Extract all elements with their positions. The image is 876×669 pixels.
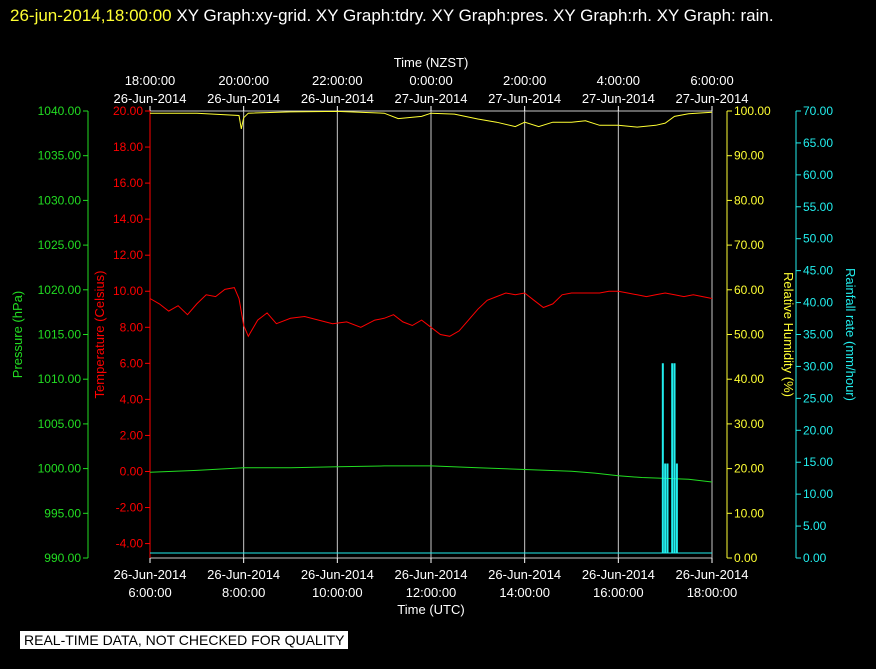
temperature-tick-label: 16.00 xyxy=(113,176,143,190)
x-bottom-tick-date: 26-Jun-2014 xyxy=(676,567,749,582)
temperature-tick-label: 20.00 xyxy=(113,104,143,118)
x-top-tick-time: 4:00:00 xyxy=(597,73,640,88)
x-bottom-tick-date: 26-Jun-2014 xyxy=(488,567,561,582)
pressure-tick-label: 990.00 xyxy=(44,551,81,565)
x-top-tick-date: 26-Jun-2014 xyxy=(207,91,280,106)
x-bottom-tick-time: 16:00:00 xyxy=(593,585,644,600)
rain-tick-label: 20.00 xyxy=(803,423,833,437)
x-bottom-tick-time: 10:00:00 xyxy=(312,585,363,600)
temperature-tick-label: -2.00 xyxy=(116,501,144,515)
humidity-tick-label: 30.00 xyxy=(734,417,764,431)
pressure-tick-label: 1035.00 xyxy=(38,149,82,163)
humidity-series-line xyxy=(150,110,713,130)
humidity-tick-label: 70.00 xyxy=(734,238,764,252)
temperature-tick-label: 4.00 xyxy=(120,392,144,406)
temperature-tick-label: 10.00 xyxy=(113,284,143,298)
rain-tick-label: 65.00 xyxy=(803,136,833,150)
humidity-tick-label: 90.00 xyxy=(734,149,764,163)
temperature-tick-label: 12.00 xyxy=(113,248,143,262)
humidity-tick-label: 100.00 xyxy=(734,104,771,118)
humidity-tick-label: 20.00 xyxy=(734,462,764,476)
x-top-tick-time: 0:00:00 xyxy=(409,73,452,88)
x-bottom-axis-label: Time (UTC) xyxy=(397,602,464,617)
pressure-tick-label: 1030.00 xyxy=(38,193,82,207)
pressure-tick-label: 1005.00 xyxy=(38,417,82,431)
temperature-tick-label: 18.00 xyxy=(113,140,143,154)
humidity-tick-label: 80.00 xyxy=(734,193,764,207)
x-bottom-tick-time: 18:00:00 xyxy=(687,585,738,600)
rain-tick-label: 50.00 xyxy=(803,232,833,246)
x-top-axis-label: Time (NZST) xyxy=(394,55,469,70)
graph-title: 26-jun-2014,18:00:00 XY Graph:xy-grid. X… xyxy=(10,3,860,29)
graph-list: XY Graph:xy-grid. XY Graph:tdry. XY Grap… xyxy=(176,6,774,25)
pressure-tick-label: 1040.00 xyxy=(38,104,82,118)
pressure-tick-label: 1015.00 xyxy=(38,328,82,342)
x-top-tick-time: 6:00:00 xyxy=(690,73,733,88)
pressure-tick-label: 1000.00 xyxy=(38,462,82,476)
rain-tick-label: 30.00 xyxy=(803,359,833,373)
x-top-tick-date: 27-Jun-2014 xyxy=(395,91,468,106)
graph-timestamp: 26-jun-2014,18:00:00 xyxy=(10,6,172,25)
x-bottom-tick-time: 14:00:00 xyxy=(499,585,550,600)
x-bottom-tick-time: 6:00:00 xyxy=(128,585,171,600)
x-bottom-tick-date: 26-Jun-2014 xyxy=(582,567,655,582)
x-top-tick-time: 2:00:00 xyxy=(503,73,546,88)
rain-tick-label: 0.00 xyxy=(803,551,827,565)
rain-tick-label: 70.00 xyxy=(803,104,833,118)
pressure-tick-label: 1020.00 xyxy=(38,283,82,297)
temperature-tick-label: 0.00 xyxy=(120,464,144,478)
humidity-tick-label: 40.00 xyxy=(734,372,764,386)
temperature-tick-label: 6.00 xyxy=(120,356,144,370)
rain-tick-label: 15.00 xyxy=(803,455,833,469)
x-bottom-tick-time: 12:00:00 xyxy=(406,585,457,600)
pressure-tick-label: 1010.00 xyxy=(38,372,82,386)
x-top-tick-date: 26-Jun-2014 xyxy=(301,91,374,106)
rain-tick-label: 55.00 xyxy=(803,200,833,214)
x-top-tick-time: 18:00:00 xyxy=(125,73,176,88)
x-bottom-tick-date: 26-Jun-2014 xyxy=(114,567,187,582)
temperature-tick-label: 8.00 xyxy=(120,320,144,334)
x-top-tick-date: 27-Jun-2014 xyxy=(488,91,561,106)
temperature-series-line xyxy=(149,287,713,338)
temperature-tick-label: 2.00 xyxy=(120,428,144,442)
rain-axis-label: Rainfall rate (mm/hour) xyxy=(843,268,858,401)
x-bottom-tick-date: 26-Jun-2014 xyxy=(301,567,374,582)
pressure-tick-label: 995.00 xyxy=(44,506,81,520)
x-top-tick-time: 22:00:00 xyxy=(312,73,363,88)
humidity-axis-label: Relative Humidity (%) xyxy=(781,272,796,397)
x-bottom-tick-time: 8:00:00 xyxy=(222,585,265,600)
pressure-axis-label: Pressure (hPa) xyxy=(10,291,25,378)
rain-tick-label: 35.00 xyxy=(803,328,833,342)
rain-tick-label: 5.00 xyxy=(803,519,827,533)
rain-tick-label: 40.00 xyxy=(803,296,833,310)
x-top-tick-time: 20:00:00 xyxy=(218,73,269,88)
x-top-tick-date: 26-Jun-2014 xyxy=(114,91,187,106)
temperature-tick-label: 14.00 xyxy=(113,212,143,226)
x-bottom-tick-date: 26-Jun-2014 xyxy=(207,567,280,582)
humidity-tick-label: 60.00 xyxy=(734,283,764,297)
rain-tick-label: 60.00 xyxy=(803,168,833,182)
humidity-tick-label: 0.00 xyxy=(734,551,758,565)
humidity-tick-label: 50.00 xyxy=(734,328,764,342)
rain-tick-label: 45.00 xyxy=(803,264,833,278)
humidity-tick-label: 10.00 xyxy=(734,506,764,520)
pressure-tick-label: 1025.00 xyxy=(38,238,82,252)
quality-notice: REAL-TIME DATA, NOT CHECKED FOR QUALITY xyxy=(20,631,349,649)
x-top-tick-date: 27-Jun-2014 xyxy=(582,91,655,106)
pressure-series-line xyxy=(149,465,713,483)
x-top-tick-date: 27-Jun-2014 xyxy=(676,91,749,106)
temperature-axis-label: Temperature (Celsius) xyxy=(92,271,107,399)
x-bottom-tick-date: 26-Jun-2014 xyxy=(395,567,468,582)
temperature-tick-label: -4.00 xyxy=(116,537,144,551)
rain-tick-label: 10.00 xyxy=(803,487,833,501)
rain-tick-label: 25.00 xyxy=(803,391,833,405)
